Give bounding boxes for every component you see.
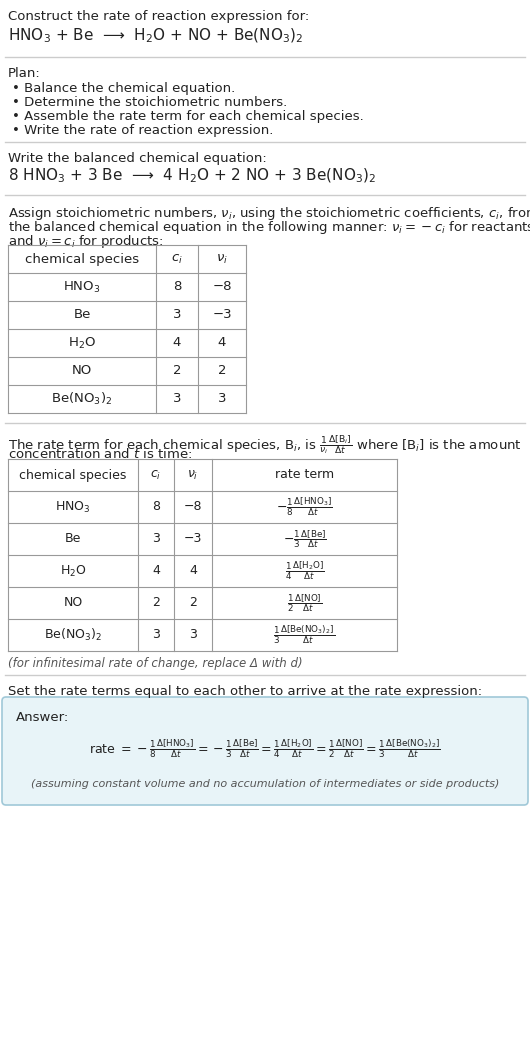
Text: $\frac{1}{3}\frac{\Delta[\mathrm{Be(NO_3)_2}]}{\Delta t}$: $\frac{1}{3}\frac{\Delta[\mathrm{Be(NO_3… bbox=[273, 624, 335, 646]
Text: Plan:: Plan: bbox=[8, 67, 41, 80]
Text: $\frac{1}{4}\frac{\Delta[\mathrm{H_2O}]}{\Delta t}$: $\frac{1}{4}\frac{\Delta[\mathrm{H_2O}]}… bbox=[285, 560, 324, 582]
Text: $\nu_i$: $\nu_i$ bbox=[216, 252, 228, 266]
Text: H$_2$O: H$_2$O bbox=[68, 336, 96, 350]
Text: chemical species: chemical species bbox=[19, 469, 127, 481]
Text: 2: 2 bbox=[189, 596, 197, 610]
Text: 3: 3 bbox=[152, 628, 160, 642]
Text: The rate term for each chemical species, B$_i$, is $\frac{1}{\nu_i}\frac{\Delta[: The rate term for each chemical species,… bbox=[8, 433, 522, 456]
Text: (for infinitesimal rate of change, replace Δ with d): (for infinitesimal rate of change, repla… bbox=[8, 658, 303, 670]
Text: Be: Be bbox=[65, 532, 81, 546]
Text: $c_i$: $c_i$ bbox=[171, 252, 183, 266]
Text: H$_2$O: H$_2$O bbox=[60, 564, 86, 578]
Text: 3: 3 bbox=[152, 532, 160, 546]
Text: Write the balanced chemical equation:: Write the balanced chemical equation: bbox=[8, 152, 267, 165]
Text: −3: −3 bbox=[212, 308, 232, 322]
Text: concentration and $t$ is time:: concentration and $t$ is time: bbox=[8, 447, 192, 461]
Text: $\frac{1}{2}\frac{\Delta[\mathrm{NO}]}{\Delta t}$: $\frac{1}{2}\frac{\Delta[\mathrm{NO}]}{\… bbox=[287, 592, 322, 614]
Text: Be(NO$_3$)$_2$: Be(NO$_3$)$_2$ bbox=[44, 627, 102, 643]
Text: 4: 4 bbox=[218, 337, 226, 349]
Text: the balanced chemical equation in the following manner: $\nu_i = -c_i$ for react: the balanced chemical equation in the fo… bbox=[8, 219, 530, 235]
Text: Assign stoichiometric numbers, $\nu_i$, using the stoichiometric coefficients, $: Assign stoichiometric numbers, $\nu_i$, … bbox=[8, 205, 530, 222]
Text: rate $= -\frac{1}{8}\frac{\Delta[\mathrm{HNO_3}]}{\Delta t} = -\frac{1}{3}\frac{: rate $= -\frac{1}{8}\frac{\Delta[\mathrm… bbox=[89, 738, 441, 761]
Text: $\nu_i$: $\nu_i$ bbox=[187, 469, 199, 481]
Text: HNO$_3$: HNO$_3$ bbox=[63, 279, 101, 295]
FancyBboxPatch shape bbox=[2, 697, 528, 805]
Text: • Balance the chemical equation.: • Balance the chemical equation. bbox=[12, 82, 235, 95]
Text: −3: −3 bbox=[184, 532, 202, 546]
Text: rate term: rate term bbox=[275, 469, 334, 481]
Text: 2: 2 bbox=[218, 365, 226, 377]
Text: • Write the rate of reaction expression.: • Write the rate of reaction expression. bbox=[12, 124, 273, 137]
Text: HNO$_3$ + Be  ⟶  H$_2$O + NO + Be(NO$_3$)$_2$: HNO$_3$ + Be ⟶ H$_2$O + NO + Be(NO$_3$)$… bbox=[8, 27, 304, 46]
Text: $-\frac{1}{8}\frac{\Delta[\mathrm{HNO_3}]}{\Delta t}$: $-\frac{1}{8}\frac{\Delta[\mathrm{HNO_3}… bbox=[276, 496, 333, 518]
Text: HNO$_3$: HNO$_3$ bbox=[55, 499, 91, 515]
Text: $-\frac{1}{3}\frac{\Delta[\mathrm{Be}]}{\Delta t}$: $-\frac{1}{3}\frac{\Delta[\mathrm{Be}]}{… bbox=[282, 528, 326, 550]
Text: 3: 3 bbox=[218, 393, 226, 405]
Text: Answer:: Answer: bbox=[16, 711, 69, 724]
Text: Be: Be bbox=[73, 308, 91, 322]
Text: −8: −8 bbox=[184, 500, 202, 514]
Text: NO: NO bbox=[72, 365, 92, 377]
Text: 8: 8 bbox=[173, 280, 181, 294]
Text: • Assemble the rate term for each chemical species.: • Assemble the rate term for each chemic… bbox=[12, 110, 364, 123]
Text: Construct the rate of reaction expression for:: Construct the rate of reaction expressio… bbox=[8, 10, 309, 23]
Text: 4: 4 bbox=[189, 565, 197, 577]
Text: (assuming constant volume and no accumulation of intermediates or side products): (assuming constant volume and no accumul… bbox=[31, 779, 499, 789]
Text: Be(NO$_3$)$_2$: Be(NO$_3$)$_2$ bbox=[51, 391, 113, 407]
Text: 4: 4 bbox=[173, 337, 181, 349]
Text: 8 HNO$_3$ + 3 Be  ⟶  4 H$_2$O + 2 NO + 3 Be(NO$_3$)$_2$: 8 HNO$_3$ + 3 Be ⟶ 4 H$_2$O + 2 NO + 3 B… bbox=[8, 167, 376, 185]
Text: and $\nu_i = c_i$ for products:: and $\nu_i = c_i$ for products: bbox=[8, 233, 164, 250]
Text: Set the rate terms equal to each other to arrive at the rate expression:: Set the rate terms equal to each other t… bbox=[8, 685, 482, 698]
Text: 3: 3 bbox=[189, 628, 197, 642]
Text: 8: 8 bbox=[152, 500, 160, 514]
Text: 4: 4 bbox=[152, 565, 160, 577]
Text: NO: NO bbox=[64, 596, 83, 610]
Text: 3: 3 bbox=[173, 308, 181, 322]
Text: 2: 2 bbox=[152, 596, 160, 610]
Text: −8: −8 bbox=[212, 280, 232, 294]
Text: chemical species: chemical species bbox=[25, 252, 139, 266]
Text: • Determine the stoichiometric numbers.: • Determine the stoichiometric numbers. bbox=[12, 96, 287, 109]
Text: $c_i$: $c_i$ bbox=[151, 469, 162, 481]
Text: 3: 3 bbox=[173, 393, 181, 405]
Text: 2: 2 bbox=[173, 365, 181, 377]
